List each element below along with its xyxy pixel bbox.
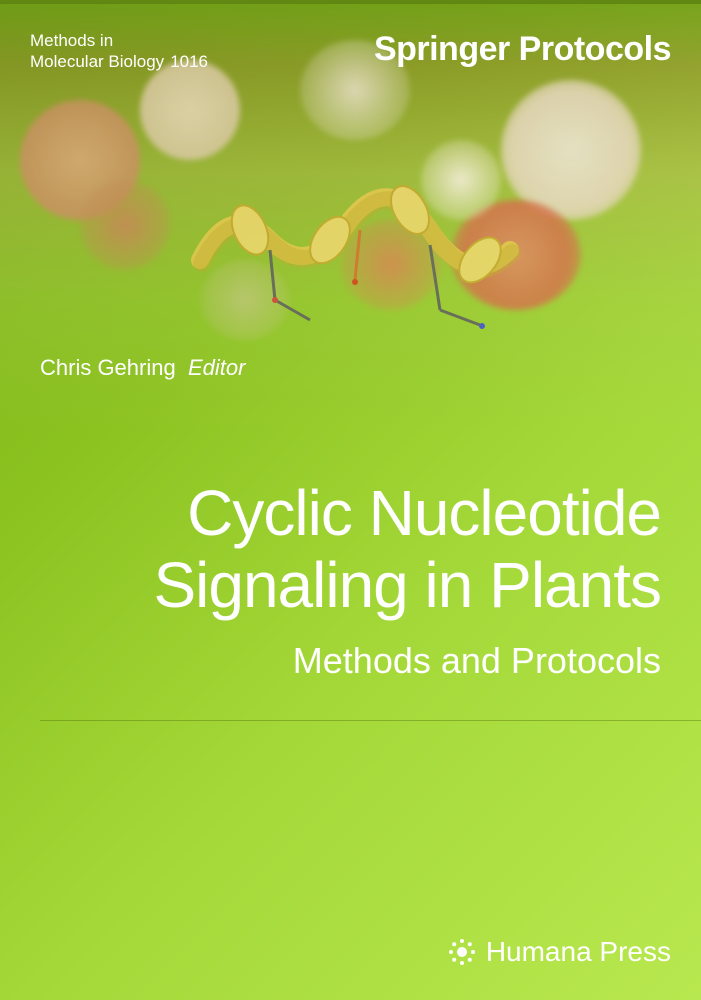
series-volume: 1016 <box>170 52 208 72</box>
publisher-block: Humana Press <box>448 936 671 968</box>
series-name-line1: Methods in <box>30 30 208 51</box>
book-title: Cyclic Nucleotide Signaling in Plants <box>40 478 661 621</box>
book-subtitle: Methods and Protocols <box>40 640 661 682</box>
series-name-line2: Molecular Biology <box>30 51 164 72</box>
book-cover: Methods in Molecular Biology 1016 Spring… <box>0 0 701 1000</box>
publisher-name: Humana Press <box>486 936 671 968</box>
protein-helix-illustration <box>180 160 540 360</box>
editor-role: Editor <box>188 355 245 380</box>
publisher-logo-icon <box>448 938 476 966</box>
series-info: Methods in Molecular Biology 1016 <box>30 30 208 73</box>
editor-name: Chris Gehring <box>40 355 176 380</box>
accent-line <box>40 720 701 721</box>
editor-line: Chris Gehring Editor <box>40 355 245 381</box>
brand-label: Springer Protocols <box>374 30 671 69</box>
